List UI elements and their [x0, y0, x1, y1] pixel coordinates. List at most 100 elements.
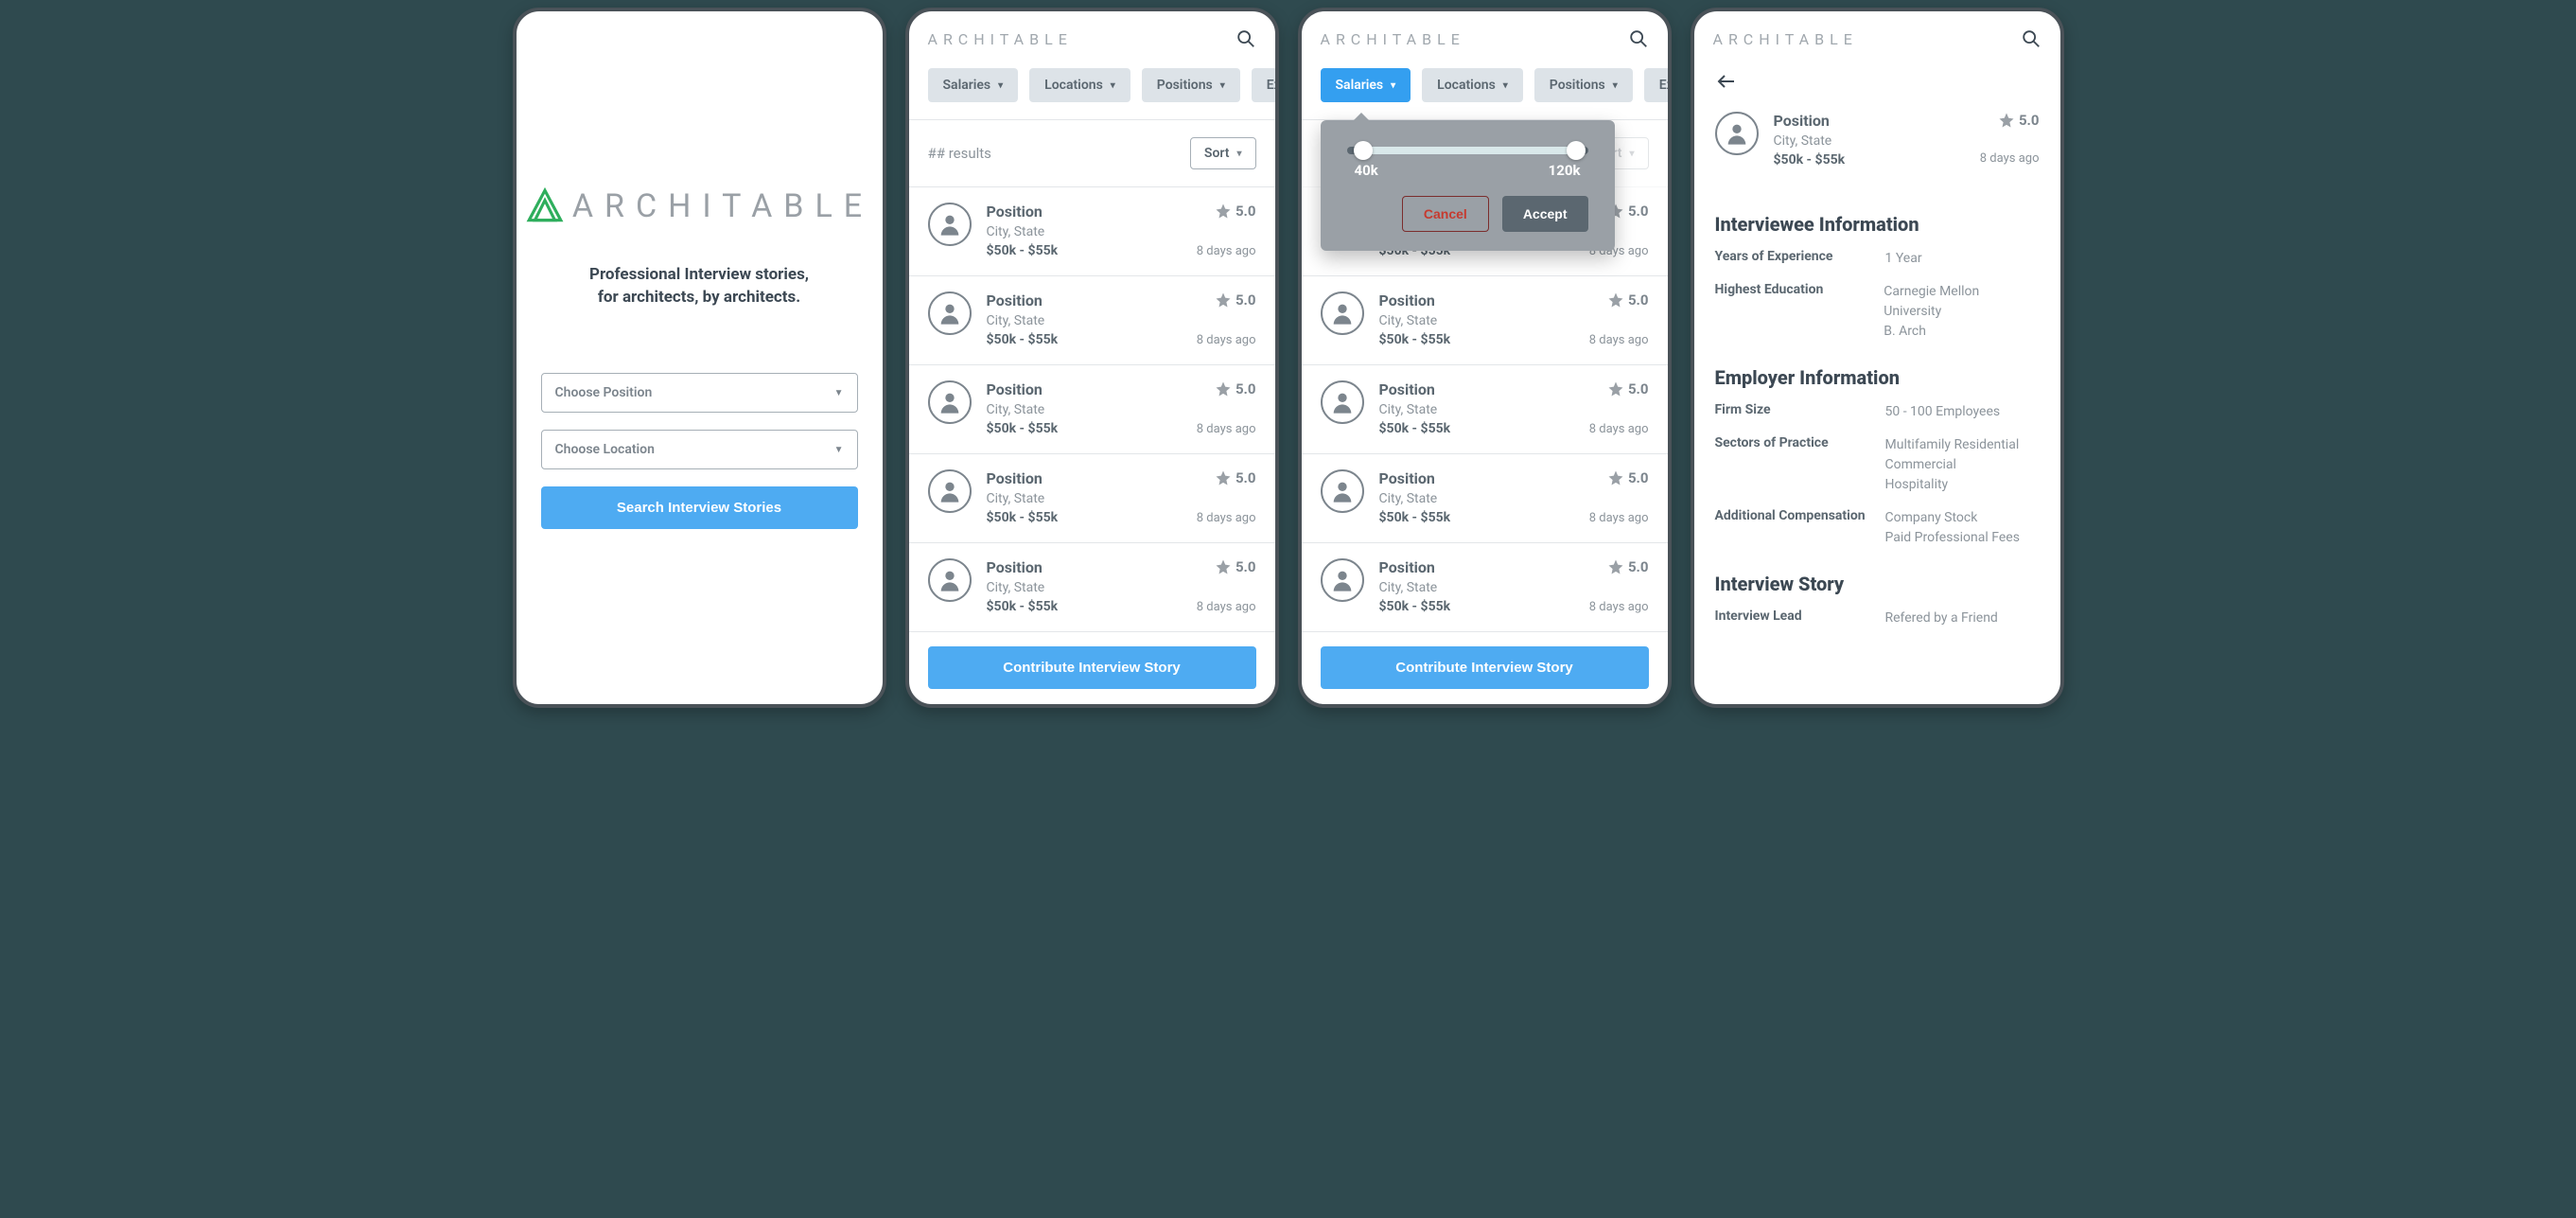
position-title: Position	[1379, 380, 1574, 398]
list-item[interactable]: PositionCity, State$50k - $55k5.08 days …	[1302, 543, 1668, 632]
star-icon	[1215, 380, 1232, 397]
brand-name: ARCHITABLE	[1321, 30, 1465, 48]
choose-location-select[interactable]: Choose Location ▼	[541, 430, 858, 469]
choose-position-select[interactable]: Choose Position ▼	[541, 373, 858, 413]
list-item[interactable]: PositionCity, State$50k - $55k5.08 days …	[1302, 365, 1668, 454]
rating: 5.0	[1607, 380, 1649, 397]
search-button-label: Search Interview Stories	[617, 500, 781, 516]
search-icon[interactable]	[2021, 28, 2042, 49]
filter-chip-extra[interactable]: Ex	[1644, 68, 1668, 102]
item-right: 5.08 days ago	[1589, 291, 1649, 347]
accept-button[interactable]: Accept	[1502, 196, 1588, 232]
range-max: 120k	[1549, 162, 1581, 179]
rating: 5.0	[1607, 558, 1649, 575]
list-item[interactable]: PositionCity, State$50k - $55k5.08 days …	[1302, 454, 1668, 543]
results-bar: ## results Sort▾	[909, 120, 1275, 187]
brand-name: ARCHITABLE	[572, 187, 873, 225]
rating: 5.0	[1215, 203, 1256, 220]
item-right: 5.08 days ago	[1589, 469, 1649, 525]
avatar-icon	[928, 558, 972, 602]
position-location: City, State	[987, 580, 1182, 595]
rating: 5.0	[1215, 380, 1256, 397]
filter-chip-salaries[interactable]: Salaries▾	[1321, 68, 1411, 102]
position-location: City, State	[987, 491, 1182, 506]
position-salary: $50k - $55k	[1774, 152, 1965, 168]
avatar-icon	[1715, 112, 1759, 155]
salary-slider[interactable]	[1347, 147, 1588, 154]
filter-row: Salaries▾ Locations▾ Positions▾ Ex	[909, 62, 1275, 120]
contribute-button[interactable]: Contribute Interview Story	[928, 646, 1256, 689]
search-icon[interactable]	[1235, 28, 1256, 49]
star-icon	[1607, 291, 1624, 309]
position-title: Position	[987, 380, 1182, 398]
position-title: Position	[987, 558, 1182, 576]
list-item[interactable]: PositionCity, State$50k - $55k5.08 days …	[909, 276, 1275, 365]
item-right: 5.08 days ago	[1197, 203, 1256, 258]
list-item[interactable]: PositionCity, State$50k - $55k 5.08 days …	[1302, 276, 1668, 365]
phone-filter-open: ARCHITABLE Salaries▾ Locations▾ Position…	[1298, 8, 1672, 708]
item-right: 5.08 days ago	[1197, 469, 1256, 525]
time-ago: 8 days ago	[1197, 511, 1256, 525]
detail-right: 5.0 8 days ago	[1980, 112, 2040, 168]
tagline: Professional Interview stories, for arch…	[589, 264, 809, 309]
item-main: PositionCity, State$50k - $55k	[987, 203, 1182, 258]
position-location: City, State	[987, 313, 1182, 328]
position-location: City, State	[1379, 491, 1574, 506]
filter-chip-positions[interactable]: Positions▾	[1142, 68, 1240, 102]
list-item[interactable]: PositionCity, State$50k - $55k 5.08 days …	[909, 187, 1275, 276]
kv-years: Years of Experience1 Year	[1715, 249, 2040, 269]
chevron-down-icon: ▼	[834, 445, 844, 455]
app-header: ARCHITABLE	[1302, 11, 1668, 62]
item-main: PositionCity, State$50k - $55k	[987, 469, 1182, 525]
sort-button[interactable]: Sort▾	[1190, 137, 1256, 169]
filter-chip-locations[interactable]: Locations▾	[1422, 68, 1523, 102]
filter-chip-salaries[interactable]: Salaries▾	[928, 68, 1019, 102]
kv-comp: Additional CompensationCompany Stock Pai…	[1715, 508, 2040, 548]
position-location: City, State	[1774, 133, 1965, 149]
position-location: City, State	[1379, 402, 1574, 417]
slider-thumb-min[interactable]	[1354, 141, 1373, 160]
item-main: PositionCity, State$50k - $55k	[1379, 291, 1574, 347]
position-salary: $50k - $55k	[1379, 421, 1574, 436]
chevron-down-icon: ▾	[1220, 80, 1225, 91]
rating: 5.0	[1998, 112, 2040, 129]
list-item[interactable]: PositionCity, State$50k - $55k5.08 days …	[909, 365, 1275, 454]
filter-chip-positions[interactable]: Positions▾	[1534, 68, 1633, 102]
position-location: City, State	[987, 224, 1182, 239]
star-icon	[1215, 203, 1232, 220]
filter-chip-extra[interactable]: Ex	[1252, 68, 1275, 102]
chevron-down-icon: ▾	[998, 80, 1003, 91]
star-icon	[1607, 380, 1624, 397]
filter-row: Salaries▾ Locations▾ Positions▾ Ex	[1302, 62, 1668, 120]
chevron-down-icon: ▾	[1111, 80, 1115, 91]
list-item[interactable]: Position City, State $50k - $55k 5.0 8 days …	[909, 543, 1275, 632]
avatar-icon	[1321, 380, 1364, 424]
item-main: Position City, State $50k - $55k	[1379, 380, 1574, 436]
slider-thumb-max[interactable]	[1567, 141, 1586, 160]
brand-name: ARCHITABLE	[928, 30, 1073, 48]
footer: Contribute Interview Story	[1302, 633, 1668, 704]
cancel-button[interactable]: Cancel	[1402, 196, 1489, 232]
detail-header: Position City, State $50k - $55k 5.0 8 d…	[1715, 98, 2040, 200]
position-location: City, State	[1379, 580, 1574, 595]
time-ago: 8 days ago	[1980, 151, 2040, 166]
kv-firm: Firm Size50 - 100 Employees	[1715, 402, 2040, 422]
list-item[interactable]: PositionCity, State$50k - $55k 5.08 days …	[909, 454, 1275, 543]
contribute-button[interactable]: Contribute Interview Story	[1321, 646, 1649, 689]
back-arrow-icon[interactable]	[1715, 70, 1738, 93]
time-ago: 8 days ago	[1197, 600, 1256, 614]
filter-chip-locations[interactable]: Locations▾	[1029, 68, 1130, 102]
position-title: Position	[987, 291, 1182, 309]
avatar-icon	[928, 291, 972, 335]
avatar-icon	[1321, 291, 1364, 335]
section-story: Interview Story	[1715, 573, 2040, 595]
popover-anchor: ## results Sort▾ 40k 120k Cancel Accept	[1302, 120, 1668, 187]
position-salary: $50k - $55k	[987, 599, 1182, 614]
rating: 5.0	[1607, 469, 1649, 486]
rating: 5.0	[1215, 558, 1256, 575]
chevron-down-icon: ▾	[1629, 149, 1634, 159]
search-icon[interactable]	[1628, 28, 1649, 49]
search-button[interactable]: Search Interview Stories	[541, 486, 858, 529]
item-right: 5.0 8 days ago	[1197, 558, 1256, 614]
item-main: Position City, State $50k - $55k	[987, 558, 1182, 614]
